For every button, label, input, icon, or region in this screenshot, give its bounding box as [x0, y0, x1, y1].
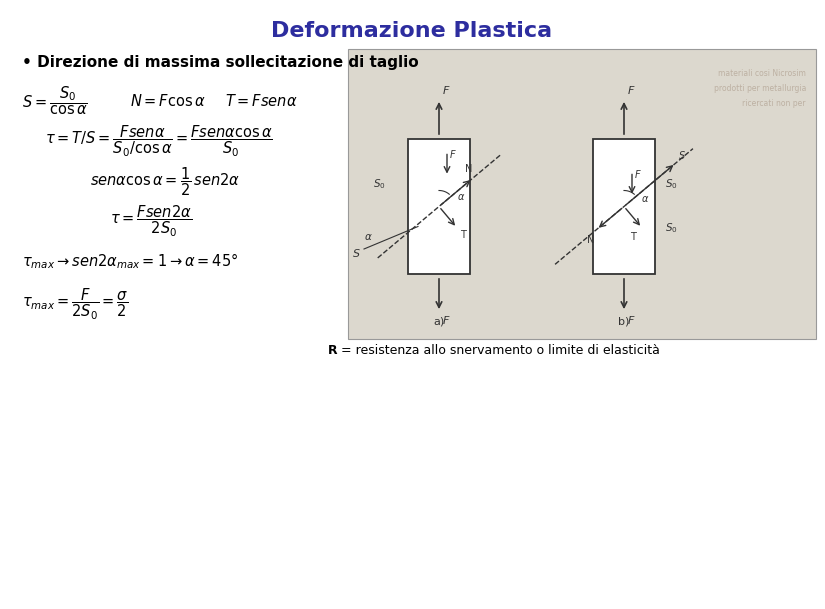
Text: $\tau = T/S = \dfrac{Fsen\alpha}{S_0/\cos\alpha} = \dfrac{Fsen\alpha\cos\alpha}{: $\tau = T/S = \dfrac{Fsen\alpha}{S_0/\co… — [45, 124, 273, 158]
Text: $\alpha$: $\alpha$ — [641, 194, 649, 203]
Text: F: F — [443, 86, 450, 96]
Text: $\alpha$: $\alpha$ — [457, 192, 465, 203]
Text: $sen\alpha\cos\alpha = \dfrac{1}{2}\,sen2\alpha$: $sen\alpha\cos\alpha = \dfrac{1}{2}\,sen… — [90, 166, 240, 199]
Text: F: F — [443, 316, 450, 326]
Text: a): a) — [433, 316, 445, 326]
Text: N: N — [464, 164, 472, 174]
Text: $S_0$: $S_0$ — [373, 178, 386, 191]
Text: $S_0$: $S_0$ — [665, 178, 677, 191]
Text: • Direzione di massima sollecitazione di taglio: • Direzione di massima sollecitazione di… — [22, 55, 418, 71]
Bar — [408, 139, 470, 274]
Text: $S_0$: $S_0$ — [665, 222, 677, 236]
Text: ricercati non per: ricercati non per — [742, 99, 806, 108]
Text: $S = \dfrac{S_0}{\cos\alpha}$: $S = \dfrac{S_0}{\cos\alpha}$ — [22, 85, 87, 117]
Text: $\tau_{max} = \dfrac{F}{2S_0} = \dfrac{\sigma}{2}$: $\tau_{max} = \dfrac{F}{2S_0} = \dfrac{\… — [22, 286, 129, 322]
Text: N: N — [587, 234, 595, 245]
Bar — [593, 139, 655, 274]
Text: S: S — [353, 249, 360, 259]
Text: R: R — [328, 345, 337, 357]
Text: materiali cosi Nicrosim: materiali cosi Nicrosim — [718, 69, 806, 78]
Text: T: T — [460, 230, 466, 240]
Text: b): b) — [618, 316, 629, 326]
Text: Deformazione Plastica: Deformazione Plastica — [271, 21, 553, 41]
Text: $T = Fsen\alpha$: $T = Fsen\alpha$ — [225, 93, 298, 109]
Text: prodotti per metallurgia: prodotti per metallurgia — [714, 84, 806, 93]
Text: $\tau = \dfrac{Fsen2\alpha}{2S_0}$: $\tau = \dfrac{Fsen2\alpha}{2S_0}$ — [110, 203, 192, 239]
Text: $\alpha$: $\alpha$ — [365, 231, 373, 242]
Text: S: S — [679, 151, 685, 161]
Text: $N = F\cos\alpha$: $N = F\cos\alpha$ — [130, 93, 205, 109]
Text: = resistenza allo snervamento o limite di elasticità: = resistenza allo snervamento o limite d… — [337, 345, 660, 357]
Text: F: F — [635, 169, 641, 180]
Text: F: F — [450, 149, 455, 160]
Text: F: F — [628, 86, 634, 96]
Text: T: T — [630, 232, 636, 242]
Text: $\tau_{max} \rightarrow sen2\alpha_{max} = 1 \rightarrow \alpha = 45°$: $\tau_{max} \rightarrow sen2\alpha_{max}… — [22, 251, 238, 271]
Text: F: F — [628, 316, 634, 326]
Bar — [348, 49, 816, 339]
